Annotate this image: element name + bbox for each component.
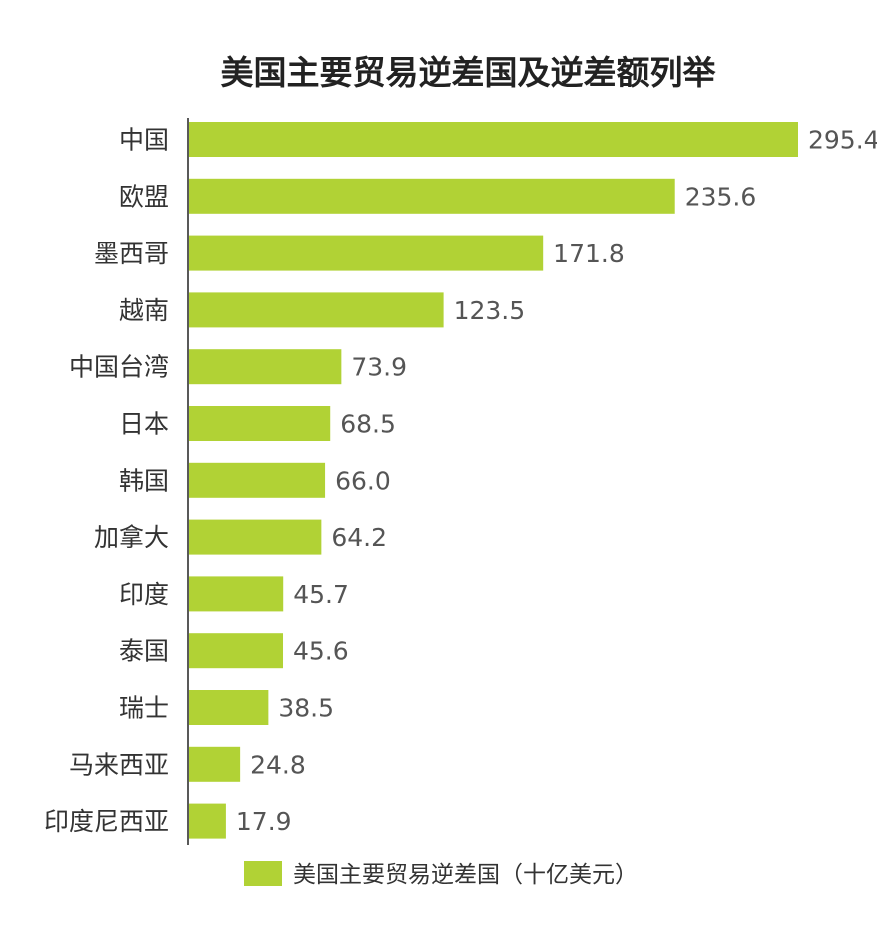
- value-label: 17.9: [236, 807, 292, 836]
- category-label: 泰国: [119, 637, 169, 666]
- legend-swatch: [244, 861, 282, 886]
- category-label: 欧盟: [119, 182, 169, 211]
- bar: [189, 633, 284, 669]
- legend-label: 美国主要贸易逆差国（十亿美元）: [293, 862, 638, 888]
- category-label: 中国台湾: [69, 353, 169, 382]
- value-label: 68.5: [340, 410, 396, 439]
- value-label: 123.5: [454, 296, 526, 325]
- category-label: 马来西亚: [69, 750, 169, 779]
- category-label: 韩国: [119, 466, 169, 495]
- bar: [189, 349, 342, 385]
- value-label: 45.7: [293, 580, 349, 609]
- bar: [189, 235, 544, 271]
- bar: [189, 122, 798, 157]
- bar: [189, 803, 226, 839]
- bar: [189, 746, 241, 782]
- value-label: 66.0: [335, 466, 391, 495]
- category-label: 印度: [119, 580, 169, 609]
- category-label: 越南: [119, 296, 169, 325]
- category-label: 墨西哥: [94, 239, 169, 268]
- category-label: 加拿大: [94, 523, 169, 552]
- bars-layer: 中国 295.4 欧盟 235.6 墨西哥 171.8 越南 123.5 中国台湾 73.9 日本 6…: [44, 122, 877, 839]
- value-label: 235.6: [685, 182, 757, 211]
- bar: [189, 690, 269, 725]
- category-label: 中国: [119, 126, 169, 155]
- value-label: 24.8: [250, 750, 306, 779]
- value-label: 45.6: [293, 637, 349, 666]
- category-label: 瑞士: [119, 694, 169, 723]
- bar: [189, 519, 322, 555]
- category-label: 日本: [119, 410, 169, 439]
- value-label: 171.8: [553, 239, 625, 268]
- value-label: 64.2: [331, 523, 387, 552]
- bar: [189, 576, 284, 612]
- chart-title: 美国主要贸易逆差国及逆差额列举: [221, 53, 717, 92]
- category-label: 印度尼西亚: [44, 807, 169, 836]
- value-label: 295.4: [808, 126, 877, 155]
- value-label: 38.5: [278, 694, 334, 723]
- bar: [189, 462, 326, 498]
- value-label: 73.9: [351, 353, 407, 382]
- bar: [189, 406, 331, 441]
- bar: [189, 178, 675, 214]
- bar: [189, 292, 444, 328]
- legend: 美国主要贸易逆差国（十亿美元）: [244, 861, 638, 888]
